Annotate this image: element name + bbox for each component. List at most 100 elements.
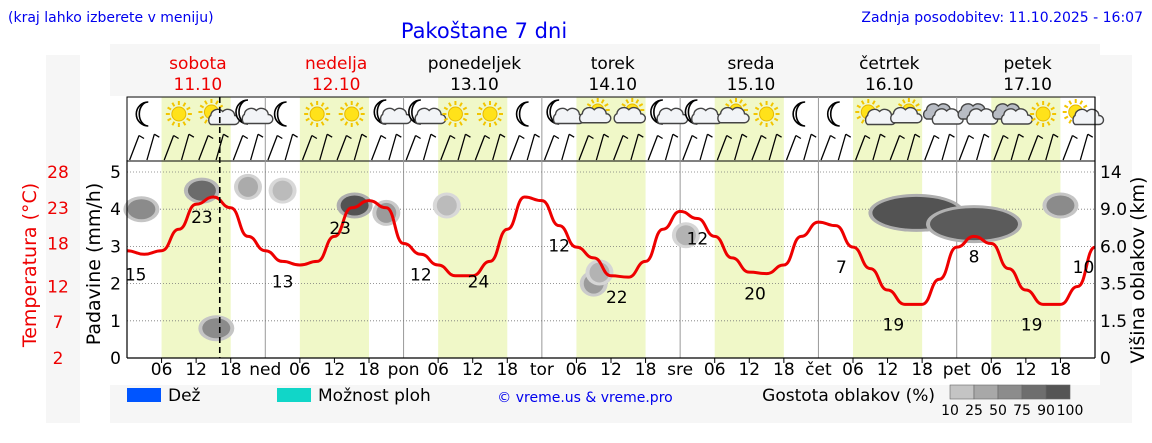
hour-tick: 18 (773, 360, 795, 380)
sun-ray (1046, 102, 1051, 107)
temperature-label: 23 (191, 208, 213, 228)
sun-ray (773, 106, 779, 111)
moon-icon (826, 101, 840, 127)
sun-ray (167, 106, 172, 111)
credit-link[interactable]: © vreme.us & vreme.pro (497, 390, 672, 406)
density-tick: 90 (1037, 403, 1055, 419)
wind-barb (1079, 133, 1094, 161)
sun-ray (586, 103, 592, 107)
temperature-axis-title: Temperatura (°C) (19, 183, 41, 348)
sun-disc (344, 106, 360, 122)
sun-ray (1035, 121, 1040, 126)
wind-barb (250, 133, 264, 161)
temperature-label: 19 (883, 315, 905, 335)
location-hint[interactable]: (kraj lahko izberete v meniju) (8, 10, 214, 26)
day-date: 15.10 (727, 75, 776, 95)
legend-rain-swatch (127, 388, 161, 402)
sun-ray (729, 99, 733, 104)
sun-ray (1083, 104, 1088, 109)
sun-ray (482, 102, 487, 107)
hour-tick: 18 (220, 360, 242, 380)
sun-ray (759, 102, 763, 107)
temperature-line (126, 195, 1096, 306)
wind-barb (768, 133, 782, 161)
wind-barb (1010, 133, 1024, 161)
wind-barb (1062, 134, 1078, 161)
wind-barb (440, 134, 456, 161)
temperature-label: 24 (468, 272, 490, 292)
sun-ray (773, 117, 779, 122)
density-swatch (1045, 384, 1071, 400)
wind-barb (682, 134, 698, 161)
day-date: 17.10 (1003, 75, 1052, 95)
sun-ray (860, 119, 865, 124)
day-short-label: pet (943, 360, 971, 380)
wind-barb (664, 133, 679, 161)
sun-ray (901, 99, 906, 104)
wind-barb (613, 134, 629, 161)
precipitation-tick: 5 (110, 163, 121, 183)
wind-barb (855, 134, 871, 161)
sun-ray (186, 117, 191, 122)
hour-tick: 12 (462, 360, 484, 380)
day-short-label: tor (530, 360, 554, 380)
moon-shape (826, 101, 840, 127)
sun-ray (590, 99, 595, 104)
wind-barb (371, 134, 387, 161)
sun-ray (204, 119, 208, 124)
sun-disc (309, 106, 325, 122)
sun-ray (478, 117, 483, 122)
temperature-tick: 23 (47, 199, 69, 219)
day-short-label: ned (249, 360, 281, 380)
temperature-label: 20 (744, 285, 766, 305)
sun-ray (911, 99, 916, 104)
daylight-band (299, 97, 369, 358)
sun-ray (199, 104, 205, 109)
sun-ray (478, 106, 483, 111)
sun-ray (497, 117, 502, 122)
density-tick: 50 (989, 403, 1007, 419)
sun-ray (1031, 106, 1036, 111)
day-name: sobota (169, 54, 227, 74)
wind-barb (267, 134, 283, 161)
sun-ray (493, 102, 498, 107)
hour-tick: 06 (704, 360, 726, 380)
sun-ray (759, 121, 763, 126)
sun-ray (324, 106, 329, 111)
temperature-series: 15 23 13 23 12 24 12 22 12 20 7 19 8 19 10 (125, 195, 1096, 335)
sun-ray (600, 99, 605, 104)
precipitation-tick: 2 (110, 275, 121, 295)
moon-icon (515, 101, 529, 127)
wind-barb (803, 133, 817, 161)
cloud-height-tick: 6.0 (1100, 237, 1127, 257)
day-date: 14.10 (588, 75, 637, 95)
temperature-label: 12 (410, 265, 432, 285)
sun-ray (459, 102, 463, 107)
temperature-label: 19 (1021, 315, 1043, 335)
cloudy-icon (992, 103, 1033, 125)
moon-cloud-icon (235, 99, 274, 125)
wind-barb (872, 133, 886, 161)
legend-storm-swatch (277, 388, 311, 402)
sun-ray (215, 100, 219, 105)
sun-ray (739, 99, 743, 104)
sun-ray (604, 103, 609, 107)
cloud-height-tick: 0 (1100, 349, 1111, 369)
sun-ray (171, 102, 176, 107)
cloud-patch (183, 177, 220, 204)
sun-ray (754, 106, 760, 111)
cloud-patch (432, 192, 461, 219)
page-title: Pakoštane 7 dni (401, 19, 567, 43)
sun-ray (309, 121, 314, 126)
sun-ray (443, 117, 449, 122)
wind-barb (595, 133, 610, 161)
hour-tick: 06 (980, 360, 1002, 380)
day-short-label: sre (667, 360, 693, 380)
wind-barb (353, 133, 368, 161)
sun-ray (742, 103, 747, 107)
day-short-label: čet (805, 360, 832, 380)
cloud-shape (414, 107, 447, 125)
hour-tick: 18 (358, 360, 380, 380)
temperature-label: 23 (329, 219, 351, 239)
